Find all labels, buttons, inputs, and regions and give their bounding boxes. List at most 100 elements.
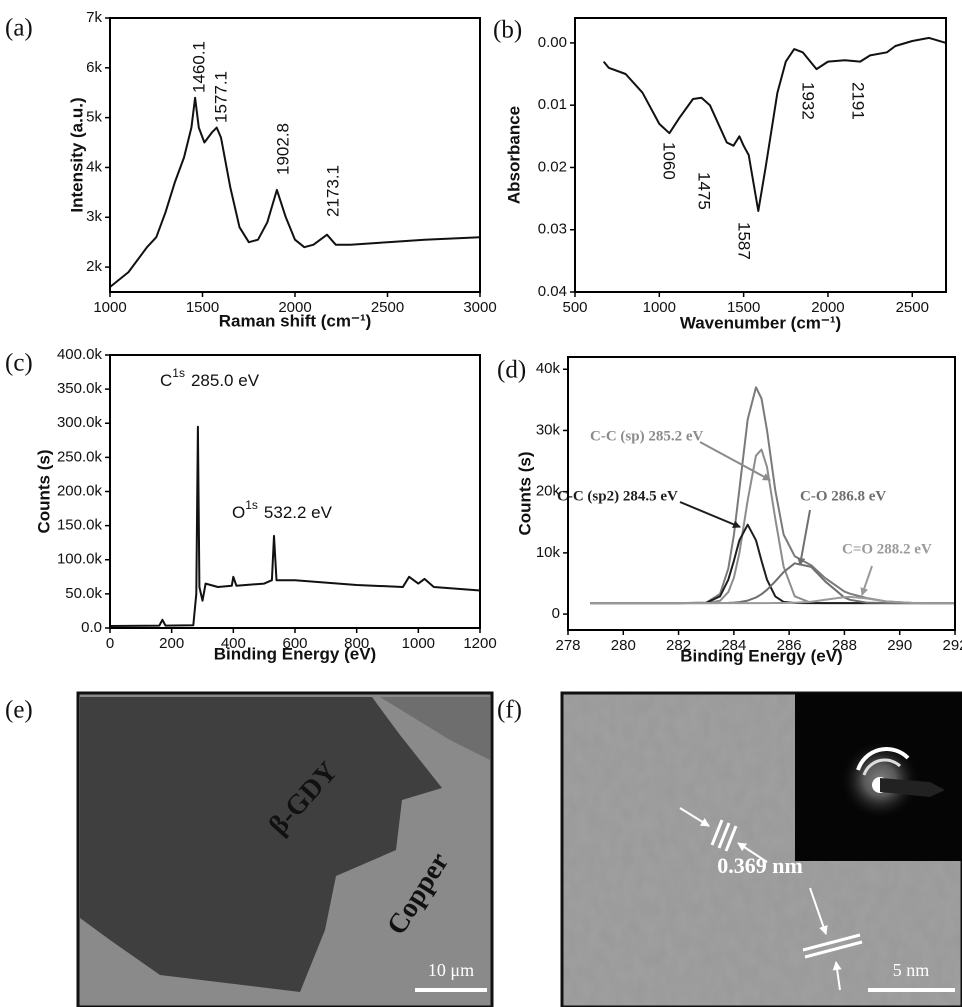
tem-image <box>560 691 962 1007</box>
y-axis-title: Counts (s) <box>34 449 53 533</box>
x-tick-label: 1500 <box>186 299 219 316</box>
label-arrow <box>860 565 873 596</box>
plot-frame <box>109 354 481 629</box>
peak-label: 1932 <box>799 82 818 120</box>
y-tick-label: 40k <box>536 360 561 377</box>
x-tick-label: 290 <box>887 637 912 654</box>
x-tick-label: 1200 <box>463 635 496 652</box>
x-tick-label: 500 <box>562 299 587 316</box>
peak-label: 1587 <box>735 222 754 260</box>
x-tick-label: 2500 <box>371 299 404 316</box>
peak-label: O1s 532.2 eV <box>232 498 333 522</box>
data-line <box>590 386 956 605</box>
y-axis-title: Intensity (a.u.) <box>67 97 86 212</box>
x-tick-label: 2000 <box>811 299 844 316</box>
x-tick-label: 600 <box>282 635 307 652</box>
y-tick-label: 0.01 <box>538 96 567 113</box>
x-tick-label: 284 <box>721 637 746 654</box>
y-tick-label: 6k <box>86 59 102 76</box>
y-tick-label: 4k <box>86 158 102 175</box>
y-tick-label: 50.0k <box>65 585 102 602</box>
label-arrow <box>699 441 771 481</box>
orbital: 1s <box>245 498 258 512</box>
panel-label: (d) <box>497 357 526 384</box>
peak-label: 1060 <box>660 142 679 180</box>
peak-label: 2191 <box>849 82 868 120</box>
y-tick-label: 20k <box>536 483 561 500</box>
x-tick-label: 288 <box>832 637 857 654</box>
x-tick-label: 278 <box>555 637 580 654</box>
x-tick-label: 800 <box>344 635 369 652</box>
x-tick-label: 200 <box>159 635 184 652</box>
peak-label: C1s 285.0 eV <box>160 366 260 390</box>
x-axis-title: Wavenumber (cm⁻¹) <box>680 313 841 332</box>
y-tick-label: 10k <box>536 544 561 561</box>
x-tick-label: 0 <box>106 635 114 652</box>
y-tick-label: 7k <box>86 9 102 26</box>
data-line <box>590 562 955 605</box>
x-tick-label: 292 <box>942 637 962 654</box>
data-line <box>109 96 481 288</box>
plot-frame <box>567 356 956 631</box>
data-line <box>590 523 955 605</box>
x-tick-label: 286 <box>777 637 802 654</box>
peak-label: 2173.1 <box>323 165 342 217</box>
y-axis-title: Counts (s) <box>515 451 534 535</box>
y-tick-label: 2k <box>86 258 102 275</box>
data-line <box>602 36 947 212</box>
y-tick-label: 3k <box>86 208 102 225</box>
y-tick-label: 0.0 <box>81 619 102 636</box>
component-label: C-C (sp) 285.2 eV <box>590 428 703 444</box>
x-tick-label: 1000 <box>643 299 676 316</box>
x-axis-title: Binding Energy (eV) <box>680 646 842 665</box>
peak-label: 1902.8 <box>273 123 292 175</box>
panel-label: (c) <box>5 350 33 377</box>
scale-bar-label: 5 nm <box>893 960 930 980</box>
x-tick-label: 400 <box>221 635 246 652</box>
x-tick-label: 3000 <box>463 299 496 316</box>
y-tick-label: 350.0k <box>57 380 103 397</box>
y-axis-title: Absorbance <box>504 106 523 204</box>
panel-label: (b) <box>493 17 522 44</box>
panel-label: (a) <box>5 15 33 42</box>
y-tick-label: 0.03 <box>538 221 567 238</box>
y-tick-label: 300.0k <box>57 414 103 431</box>
x-tick-label: 280 <box>611 637 636 654</box>
element: C <box>160 371 172 390</box>
x-tick-label: 1000 <box>93 299 126 316</box>
y-tick-label: 400.0k <box>57 346 103 363</box>
energy: 285.0 eV <box>191 371 260 390</box>
component-label: C-O 286.8 eV <box>800 488 886 504</box>
peak-label: 1460.1 <box>189 41 208 93</box>
x-axis-title: Raman shift (cm⁻¹) <box>219 311 372 330</box>
peak-label: 1475 <box>695 172 714 210</box>
y-tick-label: 30k <box>536 421 561 438</box>
energy: 532.2 eV <box>264 503 333 522</box>
label-arrow <box>797 509 811 566</box>
data-line <box>109 425 481 627</box>
x-tick-label: 2000 <box>278 299 311 316</box>
sem-image <box>76 691 494 1007</box>
y-tick-label: 100.0k <box>57 551 103 568</box>
x-tick-label: 2500 <box>896 299 929 316</box>
orbital: 1s <box>172 366 185 380</box>
panel-label: (f) <box>497 697 522 724</box>
panel-label: (e) <box>5 697 33 724</box>
y-tick-label: 150.0k <box>57 517 103 534</box>
y-tick-label: 200.0k <box>57 482 103 499</box>
x-tick-label: 282 <box>666 637 691 654</box>
y-tick-label: 5k <box>86 109 102 126</box>
scale-bar-label: 10 μm <box>428 960 474 980</box>
plot-frame <box>574 17 947 293</box>
y-tick-label: 0.04 <box>538 283 567 300</box>
x-tick-label: 1000 <box>402 635 435 652</box>
x-axis-title: Binding Energy (eV) <box>214 644 376 663</box>
lattice-spacing: 0.369 nm <box>717 853 803 878</box>
y-tick-label: 0 <box>552 605 560 622</box>
label-arrow <box>679 501 741 528</box>
y-tick-label: 0.02 <box>538 158 567 175</box>
peak-label: 1577.1 <box>211 71 230 123</box>
component-label: C-C (sp2) 284.5 eV <box>557 488 678 504</box>
